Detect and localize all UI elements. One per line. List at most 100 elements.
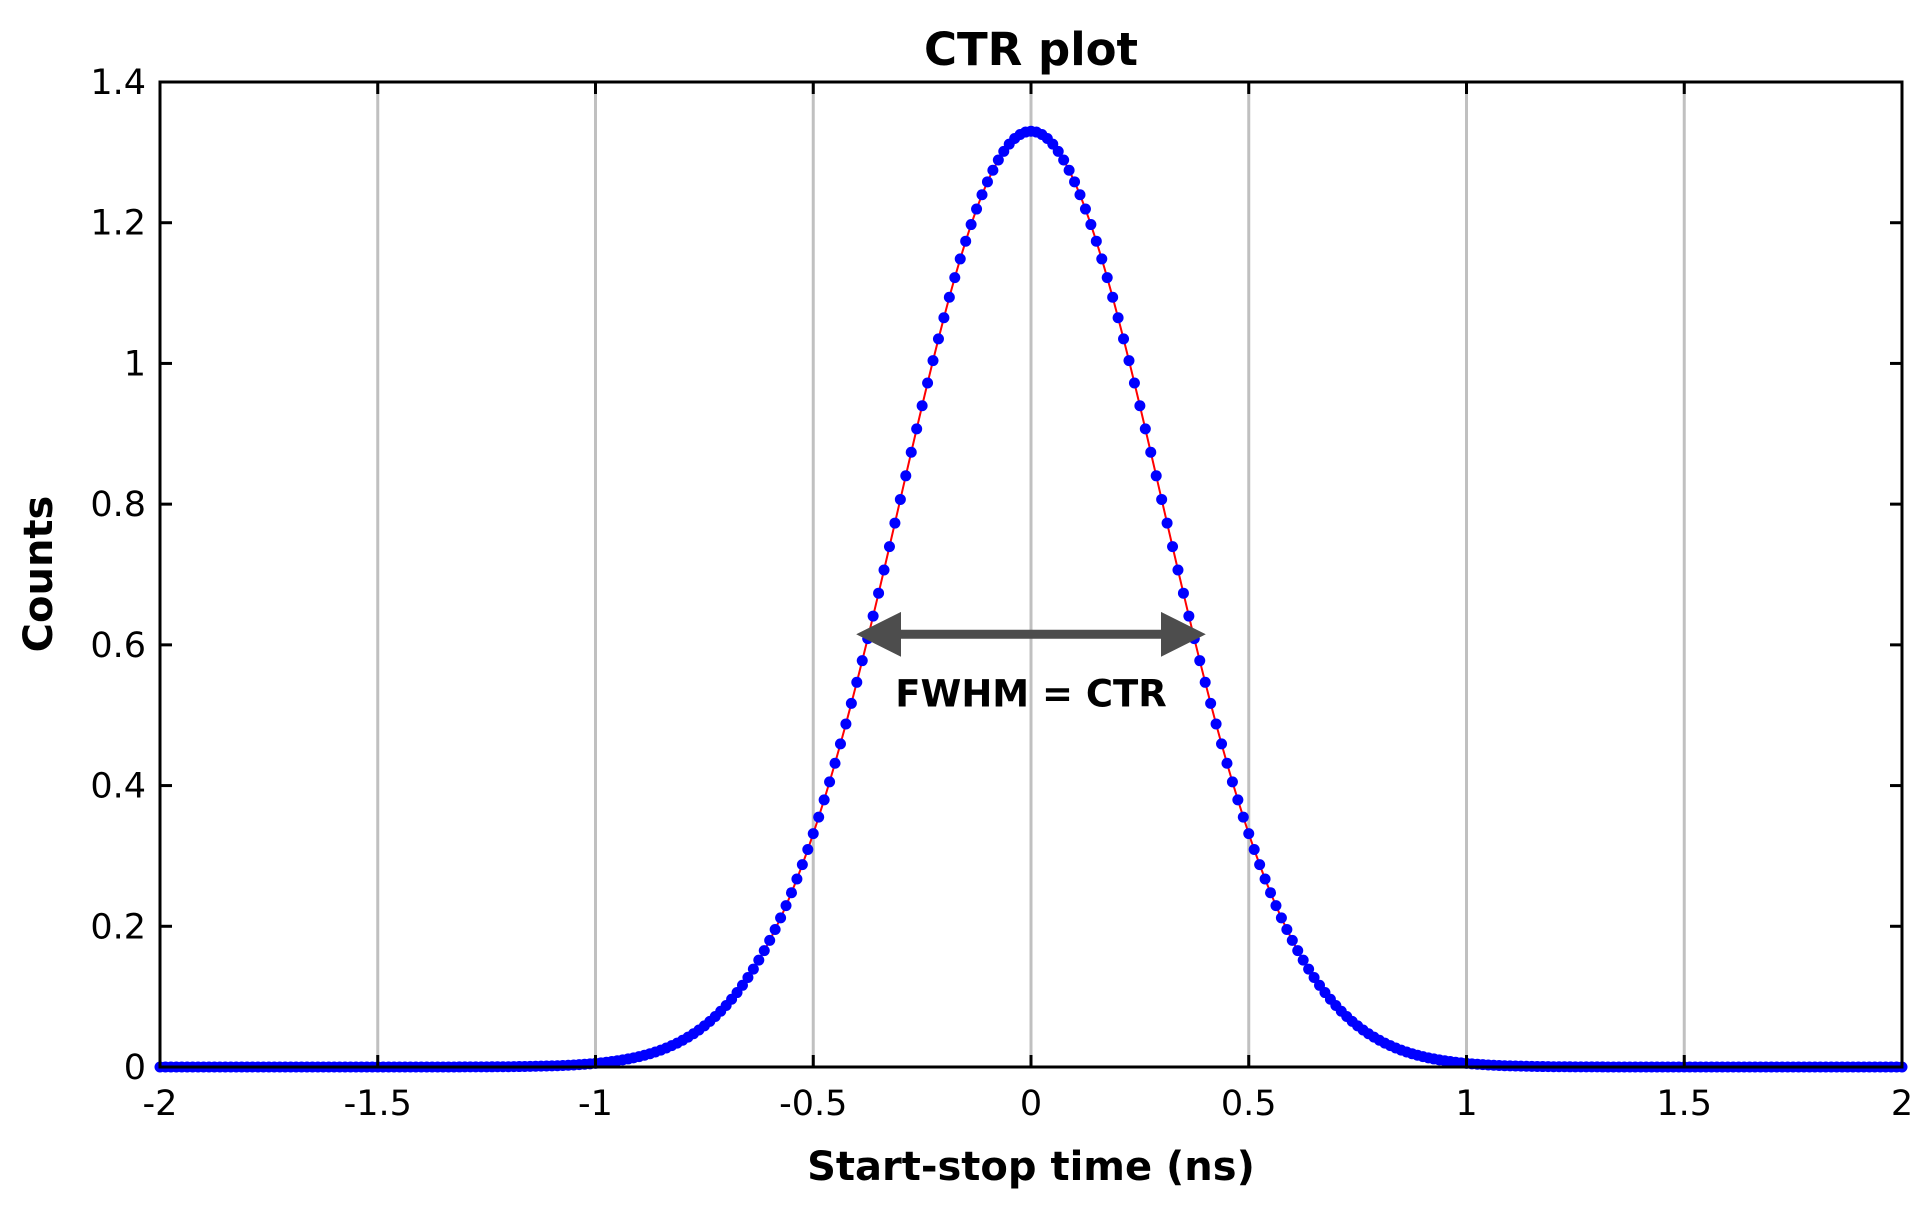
data-point bbox=[851, 676, 863, 688]
data-point bbox=[1226, 776, 1238, 788]
data-point bbox=[1063, 164, 1075, 176]
data-point bbox=[960, 235, 972, 247]
data-point bbox=[1052, 145, 1064, 157]
data-point bbox=[943, 291, 955, 303]
data-point bbox=[1221, 757, 1233, 769]
data-point bbox=[813, 811, 825, 823]
data-point bbox=[1259, 873, 1271, 885]
data-point bbox=[1079, 203, 1091, 215]
data-point bbox=[1243, 828, 1255, 840]
data-point bbox=[1292, 945, 1304, 957]
x-tick-label: 1.5 bbox=[1656, 1084, 1712, 1124]
data-point bbox=[1216, 738, 1228, 750]
data-point bbox=[1134, 400, 1146, 412]
data-point bbox=[1308, 972, 1320, 984]
data-point bbox=[736, 979, 748, 991]
data-point bbox=[938, 312, 950, 324]
data-point bbox=[1254, 859, 1266, 871]
data-point bbox=[916, 400, 928, 412]
data-point bbox=[1275, 912, 1287, 924]
data-point bbox=[856, 655, 868, 667]
data-point bbox=[775, 912, 787, 924]
data-point bbox=[965, 219, 977, 231]
data-point bbox=[1150, 470, 1162, 482]
data-point bbox=[976, 189, 988, 201]
data-point bbox=[1172, 564, 1184, 576]
data-point bbox=[1112, 312, 1124, 324]
data-point bbox=[802, 844, 814, 856]
y-tick-label: 0.8 bbox=[90, 485, 146, 525]
data-point bbox=[753, 954, 765, 966]
data-point bbox=[1237, 811, 1249, 823]
data-point bbox=[1145, 446, 1157, 458]
data-point bbox=[834, 738, 846, 750]
data-point bbox=[883, 541, 895, 553]
data-point bbox=[1069, 176, 1081, 188]
data-point bbox=[1199, 676, 1211, 688]
data-point bbox=[1194, 655, 1206, 667]
data-point bbox=[987, 164, 999, 176]
x-tick-labels: -2 -1.5 -1 -0.5 0 0.5 1 1.5 2 bbox=[143, 1084, 1914, 1124]
data-point bbox=[1118, 333, 1130, 345]
y-tick-label: 0 bbox=[124, 1048, 146, 1088]
data-point bbox=[845, 697, 857, 709]
x-tick-label: 0 bbox=[1020, 1084, 1042, 1124]
y-tick-label: 1.2 bbox=[90, 204, 146, 244]
x-tick-label: -1 bbox=[578, 1084, 613, 1124]
fwhm-label: FWHM = CTR bbox=[895, 672, 1167, 715]
data-point bbox=[742, 972, 754, 984]
data-point bbox=[824, 776, 836, 788]
data-point bbox=[971, 203, 983, 215]
data-point bbox=[1161, 517, 1173, 529]
x-tick-label: -0.5 bbox=[779, 1084, 847, 1124]
chart-title: CTR plot bbox=[924, 23, 1138, 76]
data-point bbox=[1265, 887, 1277, 899]
data-point bbox=[1090, 235, 1102, 247]
data-point bbox=[1210, 718, 1222, 730]
data-point bbox=[1156, 493, 1168, 505]
data-point bbox=[1297, 954, 1309, 966]
data-point bbox=[1248, 844, 1260, 856]
data-point bbox=[1096, 253, 1108, 265]
grid-lines bbox=[376, 82, 1686, 1067]
data-point bbox=[889, 517, 901, 529]
y-tick-labels: 0 0.2 0.4 0.6 0.8 1 1.2 1.4 bbox=[90, 63, 146, 1088]
data-point bbox=[1107, 291, 1119, 303]
data-point bbox=[807, 828, 819, 840]
data-point bbox=[785, 887, 797, 899]
data-point bbox=[873, 587, 885, 599]
data-point bbox=[818, 794, 830, 806]
data-point bbox=[1058, 154, 1070, 166]
data-point bbox=[981, 176, 993, 188]
data-point bbox=[1232, 794, 1244, 806]
data-point bbox=[1101, 272, 1113, 284]
data-point bbox=[1123, 355, 1135, 367]
data-point bbox=[867, 610, 879, 622]
data-point bbox=[905, 446, 917, 458]
data-point bbox=[764, 934, 776, 946]
data-point bbox=[1281, 923, 1293, 935]
data-point bbox=[769, 923, 781, 935]
data-point bbox=[900, 470, 912, 482]
y-axis-title: Counts bbox=[16, 496, 62, 653]
data-point bbox=[747, 963, 759, 975]
x-tick-label: 2 bbox=[1891, 1084, 1913, 1124]
data-point bbox=[1139, 423, 1151, 435]
data-point bbox=[894, 493, 906, 505]
data-point bbox=[780, 900, 792, 912]
data-point bbox=[1270, 900, 1282, 912]
data-point bbox=[1177, 587, 1189, 599]
data-point bbox=[758, 945, 770, 957]
data-point bbox=[829, 757, 841, 769]
x-tick-label: -1.5 bbox=[344, 1084, 412, 1124]
data-point bbox=[862, 633, 874, 645]
data-point bbox=[927, 355, 939, 367]
data-point bbox=[1286, 934, 1298, 946]
data-point bbox=[1085, 219, 1097, 231]
data-point bbox=[791, 873, 803, 885]
data-point bbox=[1128, 377, 1140, 389]
y-tick-label: 1.4 bbox=[90, 63, 146, 103]
x-tick-label: -2 bbox=[143, 1084, 178, 1124]
data-point bbox=[1074, 189, 1086, 201]
